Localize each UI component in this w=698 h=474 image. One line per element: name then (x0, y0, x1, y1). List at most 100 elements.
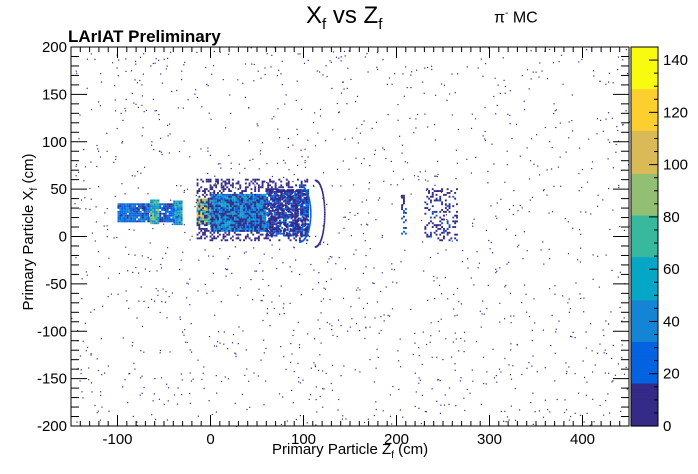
heatmap-cell (221, 188, 223, 190)
heatmap-cell (217, 224, 220, 227)
heatmap-cell (287, 235, 290, 238)
heatmap-cell (76, 72, 78, 74)
heatmap-cell (223, 343, 225, 345)
heatmap-cell (373, 414, 375, 417)
heatmap-cell (189, 402, 191, 404)
heatmap-cell (270, 235, 273, 238)
heatmap-cell (456, 162, 458, 164)
heatmap-cell (139, 394, 141, 396)
heatmap-cell (217, 216, 219, 219)
heatmap-cell (514, 388, 516, 390)
heatmap-cell (134, 220, 137, 223)
heatmap-cell (204, 198, 206, 201)
heatmap-cell (200, 237, 203, 240)
heatmap-cell (219, 209, 222, 211)
heatmap-cell (230, 214, 232, 217)
heatmap-cell (257, 222, 259, 225)
heatmap-cell (473, 218, 475, 220)
heatmap-cell (239, 184, 242, 187)
heatmap-cell (139, 220, 142, 223)
palette-band (631, 134, 658, 137)
heatmap-cell (136, 209, 138, 211)
heatmap-cell (237, 216, 240, 219)
heatmap-cell (528, 316, 531, 318)
heatmap-cell (240, 216, 243, 219)
heatmap-cell (245, 207, 248, 209)
heatmap-cell (154, 62, 156, 64)
heatmap-cell (239, 218, 242, 221)
heatmap-cell (284, 211, 287, 214)
heatmap-cell (180, 215, 183, 218)
palette-band (631, 174, 658, 177)
heatmap-cell (212, 216, 215, 219)
palette-band (631, 79, 658, 82)
heatmap-cell (140, 172, 142, 174)
palette-band (631, 316, 658, 319)
heatmap-cell (198, 259, 200, 261)
chart-title: Xf vs Zf (306, 2, 383, 33)
heatmap-cell (261, 228, 264, 230)
heatmap-cell (216, 222, 218, 225)
heatmap-cell (609, 412, 611, 414)
heatmap-cell (452, 341, 454, 343)
palette-band (631, 139, 658, 142)
heatmap-cell (306, 197, 309, 200)
heatmap-cell (147, 212, 150, 215)
heatmap-cell (211, 228, 214, 230)
heatmap-cell (251, 193, 254, 196)
palette-band (631, 351, 658, 354)
heatmap-cell (441, 209, 443, 211)
heatmap-cell (242, 212, 244, 215)
heatmap-cell (231, 214, 233, 217)
heatmap-cell (140, 286, 142, 288)
heatmap-cell (303, 202, 306, 205)
palette-band (631, 314, 658, 317)
palette-band (631, 200, 658, 203)
heatmap-cell (176, 89, 178, 92)
heatmap-cell (242, 207, 244, 209)
heatmap-cell (268, 208, 271, 210)
heatmap-cell (178, 213, 181, 216)
heatmap-cell (114, 85, 116, 87)
palette-band (631, 399, 658, 402)
heatmap-cell (269, 325, 271, 327)
heatmap-cell (603, 352, 605, 354)
heatmap-cell (434, 175, 436, 177)
heatmap-cell (153, 210, 156, 213)
heatmap-cell (99, 105, 101, 107)
heatmap-cell (287, 190, 290, 192)
heatmap-cell (304, 214, 307, 217)
heatmap-cell (123, 214, 125, 217)
heatmap-cell (270, 226, 273, 228)
heatmap-cell (180, 219, 183, 222)
heatmap-cell (237, 294, 239, 296)
heatmap-cell (254, 201, 257, 204)
heatmap-cell (413, 132, 415, 134)
heatmap-cell (244, 96, 246, 98)
heatmap-cell (225, 127, 227, 129)
heatmap-cell (246, 205, 249, 208)
heatmap-cell (297, 224, 299, 227)
heatmap-cell (302, 379, 304, 381)
palette-band (631, 167, 658, 170)
heatmap-cell (141, 218, 144, 221)
heatmap-cell (184, 341, 187, 343)
heatmap-cell (257, 193, 259, 196)
heatmap-cell (241, 224, 244, 227)
heatmap-cell (233, 192, 236, 194)
heatmap-cell (424, 170, 427, 172)
heatmap-cell (282, 205, 284, 208)
palette-band (631, 152, 658, 155)
heatmap-cell (270, 233, 273, 236)
y-tick-label: -100 (37, 323, 67, 340)
heatmap-cell (470, 172, 472, 174)
heatmap-cell (128, 373, 130, 375)
heatmap-cell (175, 219, 178, 222)
heatmap-cell (401, 196, 403, 199)
heatmap-cell (409, 117, 411, 119)
heatmap-cell (135, 103, 137, 105)
heatmap-cell (265, 198, 268, 200)
palette-band (631, 381, 658, 384)
heatmap-cell (446, 188, 449, 191)
heatmap-cell (107, 365, 109, 367)
